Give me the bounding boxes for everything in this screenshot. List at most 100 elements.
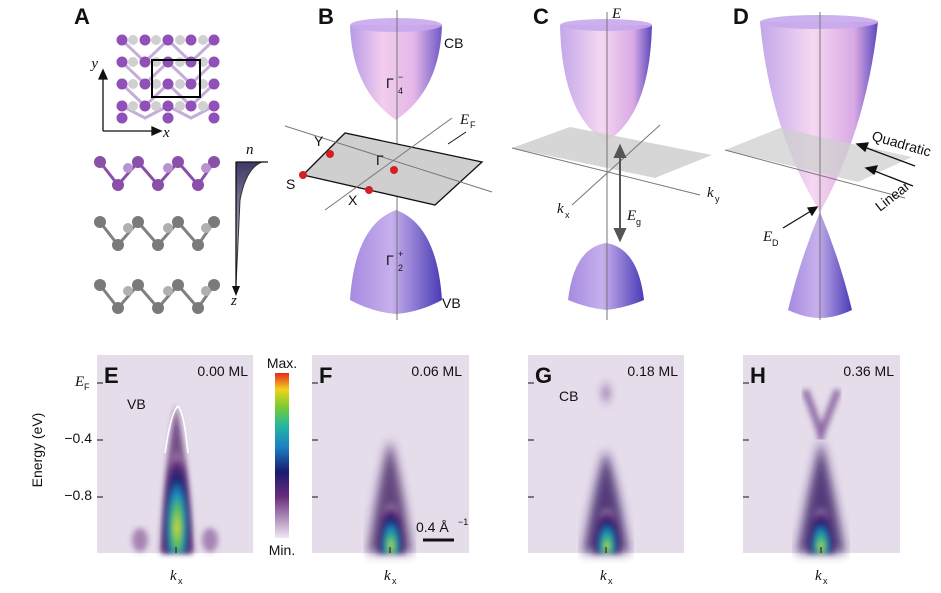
point-y bbox=[326, 150, 334, 158]
fermi-plane bbox=[725, 128, 912, 182]
fermi-energy-label: E F bbox=[459, 112, 476, 130]
gamma2-label: Γ 2 + bbox=[386, 249, 403, 273]
svg-text:k: k bbox=[557, 201, 564, 217]
density-profile bbox=[232, 161, 268, 296]
y-axis-label: y bbox=[89, 56, 98, 72]
lattice-top-view bbox=[116, 34, 220, 124]
svg-text:g: g bbox=[636, 217, 641, 227]
colorbar: Max. Min. bbox=[267, 355, 297, 558]
panel-a: A bbox=[74, 4, 268, 314]
scale-bar-label: 0.4 Å −1 bbox=[416, 517, 468, 535]
svg-text:k: k bbox=[600, 568, 607, 584]
upper-dirac-cone bbox=[760, 22, 878, 212]
cb-label: CB bbox=[444, 35, 463, 51]
svg-text:2: 2 bbox=[398, 263, 403, 273]
panel-b: B CB VB Γ 4 − Γ 2 + E F Γ bbox=[284, 4, 493, 320]
gamma4-label: Γ 4 − bbox=[386, 72, 403, 96]
z-axis-label: z bbox=[230, 293, 237, 309]
cb-label-g: CB bbox=[559, 388, 578, 404]
svg-text:k: k bbox=[707, 185, 714, 201]
energy-axis-label: E bbox=[611, 6, 621, 22]
point-s bbox=[299, 171, 307, 179]
panel-label-h: H bbox=[750, 363, 766, 388]
coverage-label-f: 0.06 ML bbox=[411, 363, 462, 379]
svg-text:Γ: Γ bbox=[386, 75, 394, 91]
unit-cell-box bbox=[151, 59, 201, 98]
svg-text:−: − bbox=[398, 72, 403, 82]
coverage-label-e: 0.00 ML bbox=[197, 363, 248, 379]
y-point-label: Y bbox=[314, 133, 324, 149]
point-x bbox=[365, 186, 373, 194]
svg-text:+: + bbox=[398, 249, 403, 259]
svg-text:x: x bbox=[392, 576, 397, 586]
svg-text:4: 4 bbox=[398, 86, 403, 96]
energy-ticks: E F −0.4 −0.8 bbox=[64, 374, 92, 503]
vb-label: VB bbox=[442, 295, 461, 311]
svg-text:y: y bbox=[715, 194, 720, 204]
valence-band-surface bbox=[568, 243, 644, 310]
conduction-band-surface bbox=[560, 25, 652, 142]
svg-text:Γ: Γ bbox=[386, 252, 394, 268]
svg-text:E: E bbox=[459, 112, 469, 128]
x-point-label: X bbox=[348, 192, 358, 208]
svg-text:F: F bbox=[470, 120, 476, 130]
x-axis-label: x bbox=[162, 125, 170, 141]
linear-label: Linear bbox=[872, 178, 913, 215]
svg-text:F: F bbox=[84, 382, 90, 392]
tick-m08: −0.8 bbox=[64, 487, 92, 503]
panel-label-b: B bbox=[318, 4, 334, 29]
layer-stack-side-view bbox=[94, 156, 220, 314]
band-gap-arrow bbox=[613, 143, 627, 243]
vb-label-e: VB bbox=[127, 396, 146, 412]
svg-text:x: x bbox=[608, 576, 613, 586]
vb-fit-curve bbox=[164, 404, 189, 454]
svg-text:k: k bbox=[170, 568, 177, 584]
valence-band-surface bbox=[350, 210, 442, 314]
colorbar-max: Max. bbox=[267, 355, 297, 371]
svg-text:k: k bbox=[384, 568, 391, 584]
svg-text:x: x bbox=[823, 576, 828, 586]
svg-text:x: x bbox=[565, 210, 570, 220]
gamma-point-label: Γ bbox=[376, 152, 384, 168]
svg-text:−1: −1 bbox=[458, 517, 468, 527]
s-point-label: S bbox=[286, 176, 295, 192]
coverage-label-g: 0.18 ML bbox=[627, 363, 678, 379]
conduction-band-surface bbox=[350, 25, 442, 120]
svg-text:0.4 Å: 0.4 Å bbox=[416, 519, 449, 535]
svg-text:D: D bbox=[772, 238, 779, 248]
colorbar-min: Min. bbox=[269, 542, 295, 558]
coverage-label-h: 0.36 ML bbox=[843, 363, 894, 379]
panel-label-e: E bbox=[104, 363, 119, 388]
tick-m04: −0.4 bbox=[64, 430, 92, 446]
panel-label-a: A bbox=[74, 4, 90, 29]
fermi-plane bbox=[512, 127, 712, 178]
panel-label-g: G bbox=[535, 363, 552, 388]
panel-label-f: F bbox=[319, 363, 332, 388]
axes-xy bbox=[97, 68, 163, 137]
energy-ylabel: Energy (eV) bbox=[29, 413, 45, 488]
panel-label-d: D bbox=[733, 4, 749, 29]
svg-text:x: x bbox=[178, 576, 183, 586]
svg-text:E: E bbox=[626, 208, 636, 224]
panel-label-c: C bbox=[533, 4, 549, 29]
density-label: n bbox=[246, 142, 254, 158]
point-gamma bbox=[390, 166, 398, 174]
svg-text:k: k bbox=[815, 568, 822, 584]
tick-ef: E bbox=[74, 374, 84, 390]
svg-text:E: E bbox=[762, 229, 772, 245]
